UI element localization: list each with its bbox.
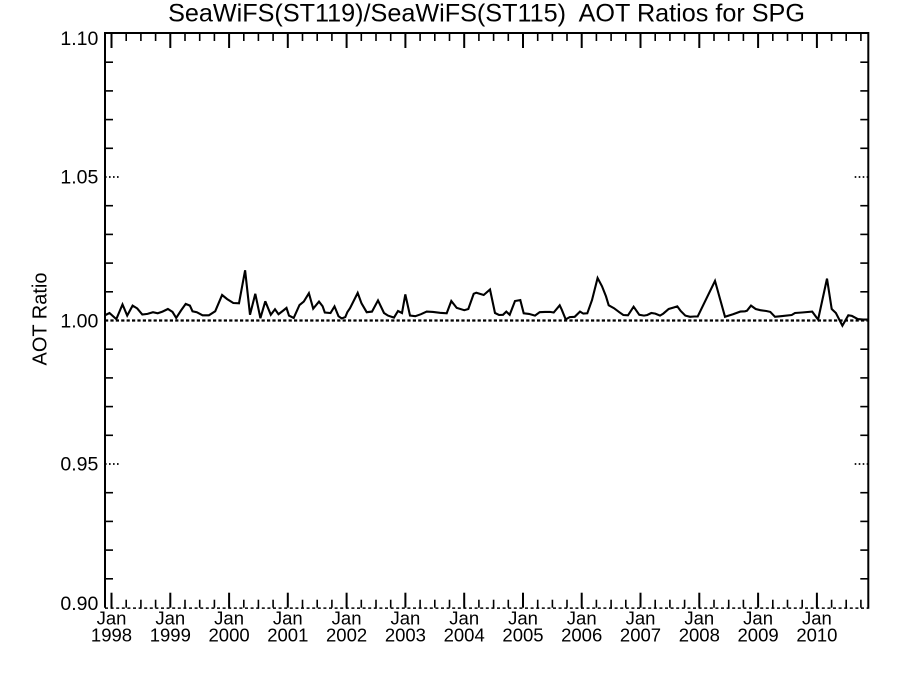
svg-text:2000: 2000 <box>209 624 250 645</box>
svg-text:Jan: Jan <box>508 607 538 628</box>
svg-text:AOT Ratio: AOT Ratio <box>30 273 52 366</box>
svg-text:Jan: Jan <box>97 607 127 628</box>
svg-text:Jan: Jan <box>449 607 479 628</box>
svg-text:Jan: Jan <box>390 607 420 628</box>
svg-text:Jan: Jan <box>273 607 303 628</box>
svg-text:1999: 1999 <box>150 624 191 645</box>
svg-text:1.10: 1.10 <box>60 28 98 50</box>
svg-text:2006: 2006 <box>561 624 602 645</box>
svg-text:Jan: Jan <box>743 607 773 628</box>
svg-text:1998: 1998 <box>91 624 132 645</box>
svg-text:1.05: 1.05 <box>60 167 98 189</box>
svg-text:2004: 2004 <box>444 624 485 645</box>
svg-text:Jan: Jan <box>332 607 362 628</box>
svg-text:1.00: 1.00 <box>60 310 98 332</box>
svg-text:0.95: 0.95 <box>60 454 98 476</box>
svg-text:2010: 2010 <box>796 624 837 645</box>
svg-text:Jan: Jan <box>626 607 656 628</box>
svg-text:Jan: Jan <box>567 607 597 628</box>
svg-text:2005: 2005 <box>502 624 543 645</box>
svg-text:2003: 2003 <box>385 624 426 645</box>
svg-text:0.90: 0.90 <box>60 593 98 615</box>
svg-text:SeaWiFS(ST119)/SeaWiFS(ST115): SeaWiFS(ST119)/SeaWiFS(ST115) AOT Ratios… <box>168 0 805 28</box>
svg-text:2009: 2009 <box>738 624 779 645</box>
svg-text:2002: 2002 <box>326 624 367 645</box>
svg-text:Jan: Jan <box>684 607 714 628</box>
svg-text:2001: 2001 <box>267 624 308 645</box>
svg-text:Jan: Jan <box>155 607 185 628</box>
svg-text:Jan: Jan <box>802 607 832 628</box>
svg-text:2008: 2008 <box>679 624 720 645</box>
svg-text:2007: 2007 <box>620 624 661 645</box>
svg-text:Jan: Jan <box>214 607 244 628</box>
